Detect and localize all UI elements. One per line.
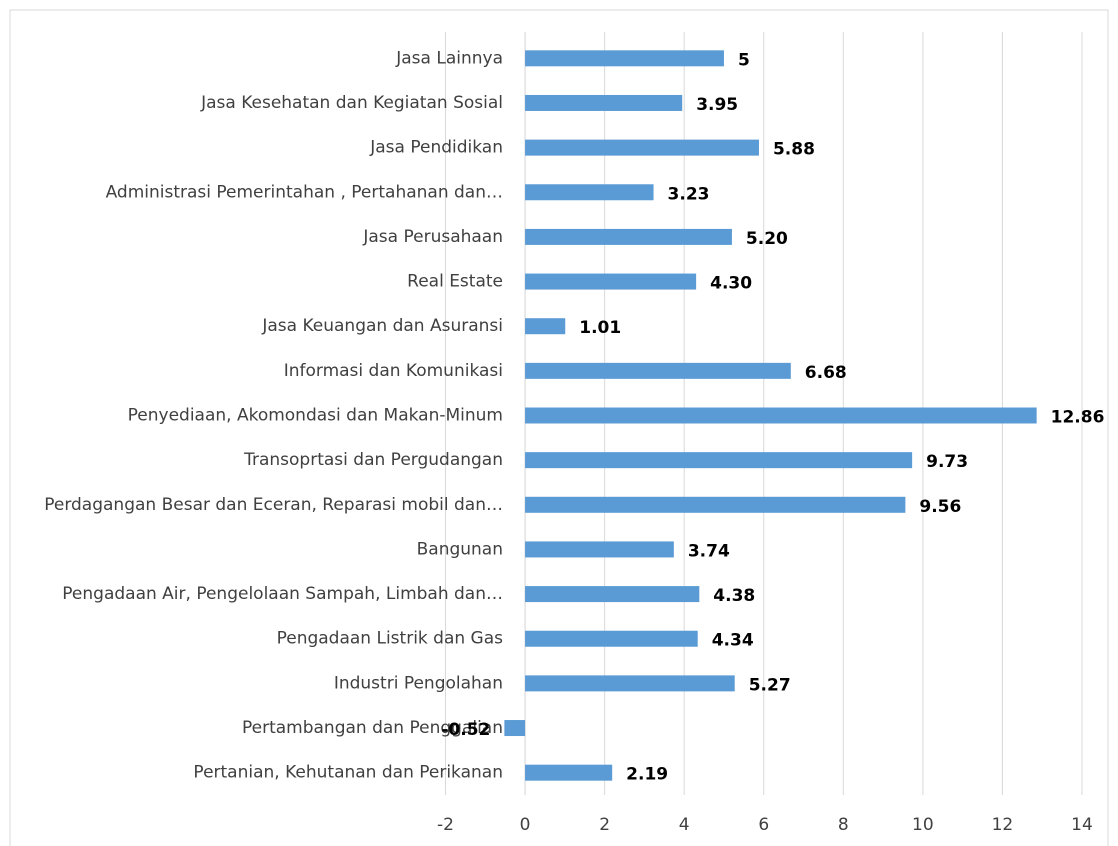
bar xyxy=(525,541,674,558)
bar xyxy=(525,184,654,201)
x-tick-label: 14 xyxy=(1071,815,1093,835)
bar xyxy=(525,273,697,290)
y-tick-label: Jasa Keuangan dan Asuransi xyxy=(261,316,503,336)
bar xyxy=(525,630,698,647)
bar xyxy=(525,50,724,67)
y-tick-label: Industri Pengolahan xyxy=(334,673,503,693)
y-tick-label: Pertanian, Kehutanan dan Perikanan xyxy=(193,763,503,783)
value-label: 4.30 xyxy=(710,274,752,294)
x-tick-label: 2 xyxy=(599,815,610,835)
y-tick-label: Pengadaan Listrik dan Gas xyxy=(277,629,504,649)
value-label: 4.38 xyxy=(713,586,755,606)
value-label: 12.86 xyxy=(1051,408,1105,428)
bar xyxy=(525,586,700,603)
value-label: 5.27 xyxy=(749,675,791,695)
y-tick-label: Jasa Lainnya xyxy=(395,48,503,68)
value-label: 5.88 xyxy=(773,140,815,160)
y-tick-label: Informasi dan Komunikasi xyxy=(284,361,503,381)
value-label: 5.20 xyxy=(746,229,788,249)
value-label: -0.52 xyxy=(441,720,490,740)
x-tick-label: -2 xyxy=(437,815,454,835)
x-tick-label: 10 xyxy=(912,815,934,835)
y-tick-label: Jasa Pendidikan xyxy=(369,138,503,158)
bar xyxy=(525,139,759,156)
y-tick-label: Penyediaan, Akomondasi dan Makan-Minum xyxy=(128,406,503,426)
bar xyxy=(504,720,526,737)
y-tick-label: Administrasi Pemerintahan , Pertahanan d… xyxy=(106,182,503,202)
x-tick-label: 4 xyxy=(679,815,690,835)
y-tick-label: Pertambangan dan Penggalian xyxy=(242,718,503,738)
y-tick-label: Bangunan xyxy=(417,539,503,559)
value-label: 1.01 xyxy=(579,318,621,338)
bar xyxy=(525,407,1037,424)
x-tick-label: 12 xyxy=(992,815,1014,835)
bar xyxy=(525,94,683,111)
value-label: 3.74 xyxy=(688,541,730,561)
value-label: 9.56 xyxy=(919,497,961,517)
bar xyxy=(525,228,732,245)
y-tick-label: Jasa Perusahaan xyxy=(362,227,503,247)
value-label: 3.95 xyxy=(696,95,738,115)
y-tick-label: Transoprtasi dan Pergudangan xyxy=(243,450,503,470)
y-tick-label: Pengadaan Air, Pengelolaan Sampah, Limba… xyxy=(62,584,503,604)
bar xyxy=(525,764,613,781)
y-tick-label: Perdagangan Besar dan Eceran, Reparasi m… xyxy=(44,495,503,515)
x-tick-label: 0 xyxy=(520,815,531,835)
value-label: 2.19 xyxy=(626,765,668,785)
bar xyxy=(525,362,791,379)
value-label: 6.68 xyxy=(805,363,847,383)
bar xyxy=(525,496,906,513)
y-tick-label: Jasa Kesehatan dan Kegiatan Sosial xyxy=(200,93,503,113)
x-tick-label: 8 xyxy=(838,815,849,835)
y-tick-label: Real Estate xyxy=(407,272,503,292)
bar xyxy=(525,675,735,692)
chart-border xyxy=(9,9,1109,846)
x-tick-label: 6 xyxy=(758,815,769,835)
bar xyxy=(525,452,913,469)
bar xyxy=(525,318,566,335)
value-label: 9.73 xyxy=(926,452,968,472)
value-label: 3.23 xyxy=(668,184,710,204)
value-label: 5 xyxy=(738,50,750,70)
value-label: 4.34 xyxy=(712,631,754,651)
